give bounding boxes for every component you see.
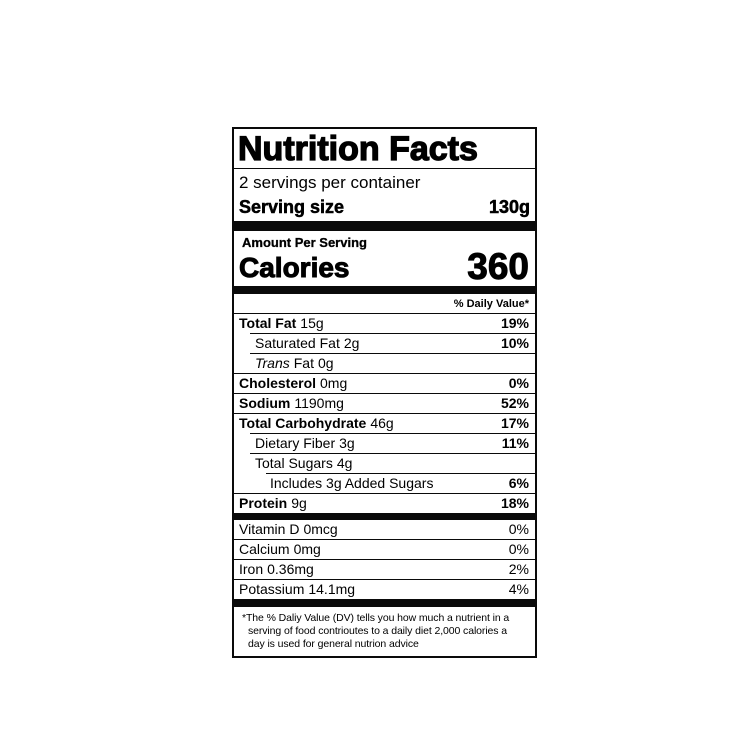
serving-size-row: Serving size 130g: [234, 195, 535, 221]
divider: [234, 559, 535, 560]
thick-bar: [234, 221, 535, 231]
divider: [234, 393, 535, 394]
nutrient-row-trans-fat: Trans Fat 0g: [255, 355, 334, 371]
micronutrient-row-potassium: Potassium 14.1mg 4%: [239, 581, 529, 597]
micronutrient-row-calcium: Calcium 0mg 0%: [239, 541, 529, 557]
amount-per-serving-label: Amount Per Serving: [242, 235, 367, 250]
footnote-line: *The % Daliy Value (DV) tells you how mu…: [242, 612, 510, 624]
micronutrient-row-iron: Iron 0.36mg 2%: [239, 561, 529, 577]
divider: [234, 579, 535, 580]
divider: [250, 453, 535, 454]
divider: [234, 539, 535, 540]
nutrient-row-total-fat: Total Fat 15g 19%: [239, 315, 529, 331]
dv-value: 10%: [500, 335, 529, 351]
servings-per-container: 2 servings per container: [239, 173, 421, 192]
divider: [234, 413, 535, 414]
nutrient-row-cholesterol: Cholesterol 0mg 0%: [239, 375, 529, 391]
nutrient-row-added-sugars: Includes 3g Added Sugars 6%: [270, 475, 529, 491]
nutrient-row-saturated-fat: Saturated Fat 2g 10%: [255, 335, 529, 351]
divider: [250, 333, 535, 334]
nutrient-row-protein: Protein 9g 18%: [239, 495, 529, 511]
calories-value: 360: [467, 246, 530, 287]
thick-bar: [234, 513, 535, 520]
dv-value: 17%: [500, 415, 529, 431]
divider: [250, 433, 535, 434]
serving-size-value: 130g: [488, 197, 531, 218]
thick-bar: [234, 286, 535, 294]
dv-value: 52%: [500, 395, 529, 411]
thick-bar: [234, 599, 535, 607]
divider: [234, 493, 535, 494]
dv-value: 18%: [500, 495, 529, 511]
serving-size-label: Serving size: [239, 197, 345, 218]
calories-row: Calories 360: [234, 246, 535, 287]
micronutrient-row-vitamin-d: Vitamin D 0mcg 0%: [239, 521, 529, 537]
divider: [234, 373, 535, 374]
dv-value: 4%: [508, 581, 529, 597]
nutrition-facts-label: Nutrition Facts 2 servings per container…: [232, 127, 537, 658]
label-title: Nutrition Facts: [237, 130, 478, 168]
footnote: *The % Daliy Value (DV) tells you how mu…: [234, 607, 535, 656]
dv-value: 6%: [508, 475, 529, 491]
calories-label: Calories: [239, 252, 350, 283]
divider: [266, 473, 535, 474]
dv-value: 0%: [508, 521, 529, 537]
dv-value: 19%: [500, 315, 529, 331]
dv-value: 0%: [508, 541, 529, 557]
dv-value: 0%: [508, 375, 529, 391]
footnote-line: day is used for general nutrion advice: [248, 638, 419, 650]
dv-value: 2%: [508, 561, 529, 577]
dv-value: 11%: [501, 435, 529, 451]
nutrient-row-sodium: Sodium 1190mg 52%: [239, 395, 529, 411]
divider: [250, 353, 535, 354]
nutrient-row-total-carbohydrate: Total Carbohydrate 46g 17%: [239, 415, 529, 431]
footnote-line: serving of food contrioutes to a daily d…: [248, 625, 507, 637]
nutrient-row-total-sugars: Total Sugars 4g: [255, 455, 353, 471]
nutrient-row-dietary-fiber: Dietary Fiber 3g 11%: [255, 435, 529, 451]
divider: [234, 168, 535, 169]
divider: [234, 313, 535, 314]
daily-value-header: % Daily Value*: [453, 298, 529, 310]
